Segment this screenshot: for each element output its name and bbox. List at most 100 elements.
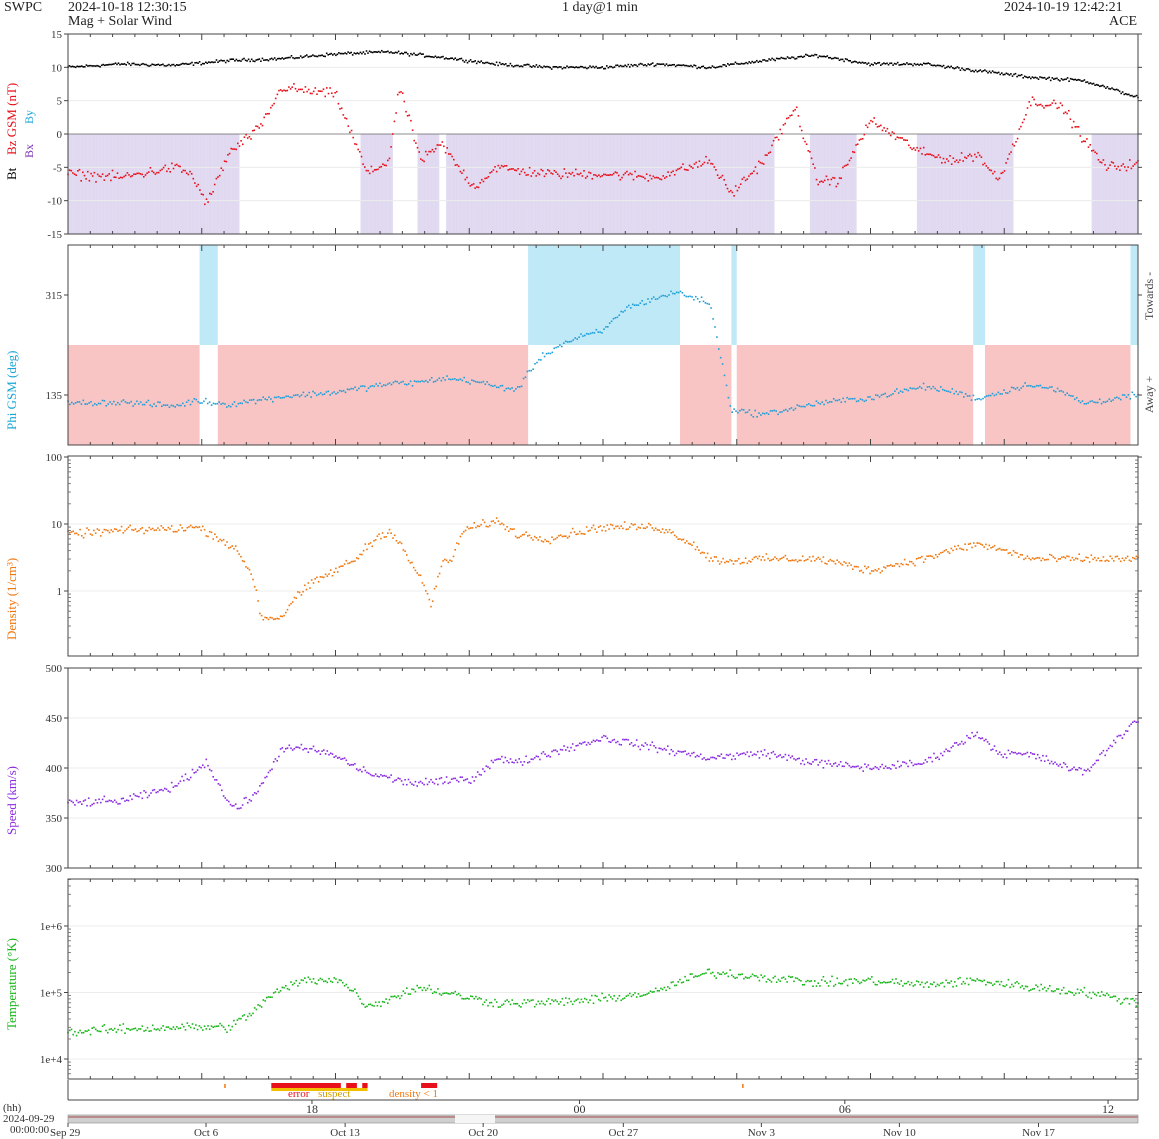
speed-point <box>501 755 503 758</box>
temperature-point <box>1111 996 1113 998</box>
density-point <box>157 527 159 529</box>
bz-south-band <box>588 134 593 234</box>
bz-point <box>540 168 542 171</box>
bz-point <box>457 165 460 168</box>
speed-point <box>941 754 944 757</box>
bz-south-band <box>745 134 750 234</box>
bz-point <box>375 168 378 171</box>
speed-point <box>708 758 711 761</box>
phi-point <box>976 398 978 400</box>
density-point <box>1088 561 1091 563</box>
bt-point <box>540 66 542 68</box>
bz-south-band <box>695 134 700 234</box>
bz-south-band <box>752 134 757 234</box>
bz-south-band <box>517 134 522 234</box>
bt-point <box>417 53 420 56</box>
phi-point <box>388 382 391 384</box>
bz-point <box>1053 99 1055 102</box>
density-point <box>1090 554 1093 556</box>
bt-point <box>832 57 835 60</box>
bz-point <box>425 150 427 153</box>
density-point <box>751 558 754 561</box>
bt-point <box>699 67 701 69</box>
density-point <box>468 527 470 530</box>
bt-point <box>955 67 957 69</box>
temperature-point <box>731 974 733 977</box>
bt-point <box>829 56 832 59</box>
temperature-point <box>910 981 913 984</box>
temperature-point <box>117 1028 119 1031</box>
density-point <box>357 557 360 560</box>
temperature-point <box>597 998 600 1001</box>
density-point <box>1087 556 1089 559</box>
bt-point <box>1016 75 1018 78</box>
temperature-point <box>86 1030 88 1032</box>
bz-point <box>232 148 234 150</box>
phi-point <box>1135 395 1137 398</box>
bz-south-band <box>617 134 622 234</box>
phi-point <box>1030 385 1032 387</box>
density-point <box>903 558 906 561</box>
density-point <box>189 524 192 527</box>
temperature-point <box>1116 1000 1119 1002</box>
density-point <box>381 532 384 534</box>
phi-point <box>756 416 758 418</box>
bt-point <box>1123 93 1125 96</box>
bz-point <box>357 148 359 151</box>
density-point <box>1128 559 1131 562</box>
speed-point <box>1050 760 1053 763</box>
phi-point <box>528 369 531 372</box>
bt-point <box>612 66 614 69</box>
bt-point <box>1080 80 1083 82</box>
bz-point <box>690 166 692 168</box>
phi-point <box>658 296 661 299</box>
bt-point <box>543 65 545 68</box>
temperature-point <box>630 995 633 998</box>
speed-point <box>620 744 622 746</box>
phi-point <box>159 401 161 404</box>
bz-point <box>553 169 556 172</box>
bz-south-band <box>1091 134 1096 234</box>
speed-point <box>300 743 303 746</box>
bt-point <box>117 62 120 64</box>
bz-point <box>490 171 493 173</box>
phi-point <box>855 400 858 403</box>
density-point <box>928 555 930 557</box>
phi-point <box>989 394 992 397</box>
density-point <box>762 556 764 558</box>
density-point <box>196 526 199 529</box>
bt-point <box>636 65 639 68</box>
density-point <box>98 529 100 531</box>
temperature-point <box>430 988 432 991</box>
density-point <box>150 528 152 531</box>
speed-point <box>184 773 187 776</box>
speed-point <box>955 742 958 744</box>
phi-point <box>226 406 228 408</box>
bt-point <box>1126 93 1129 96</box>
phi-point <box>400 381 402 384</box>
bz-point <box>771 144 773 147</box>
speed-point <box>248 798 251 801</box>
bz-point <box>936 156 938 158</box>
temperature-point <box>817 982 819 984</box>
density-point <box>845 562 847 564</box>
bz-point <box>812 163 814 165</box>
bt-point <box>678 64 680 66</box>
bt-point <box>648 64 651 66</box>
bt-point <box>125 64 127 66</box>
density-point <box>411 561 413 564</box>
bz-point <box>509 168 511 171</box>
bz-point <box>507 169 509 171</box>
bt-point <box>168 63 170 66</box>
speed-point <box>1128 725 1131 727</box>
temperature-point <box>997 980 999 983</box>
speed-point <box>267 771 270 774</box>
temperature-point <box>539 1002 541 1005</box>
phi-point <box>959 391 961 393</box>
bt-point <box>344 52 346 54</box>
density-point <box>864 565 866 568</box>
temperature-point <box>487 1004 489 1007</box>
phi-point <box>289 396 291 398</box>
temperature-point <box>898 983 901 985</box>
temperature-point <box>637 993 640 995</box>
